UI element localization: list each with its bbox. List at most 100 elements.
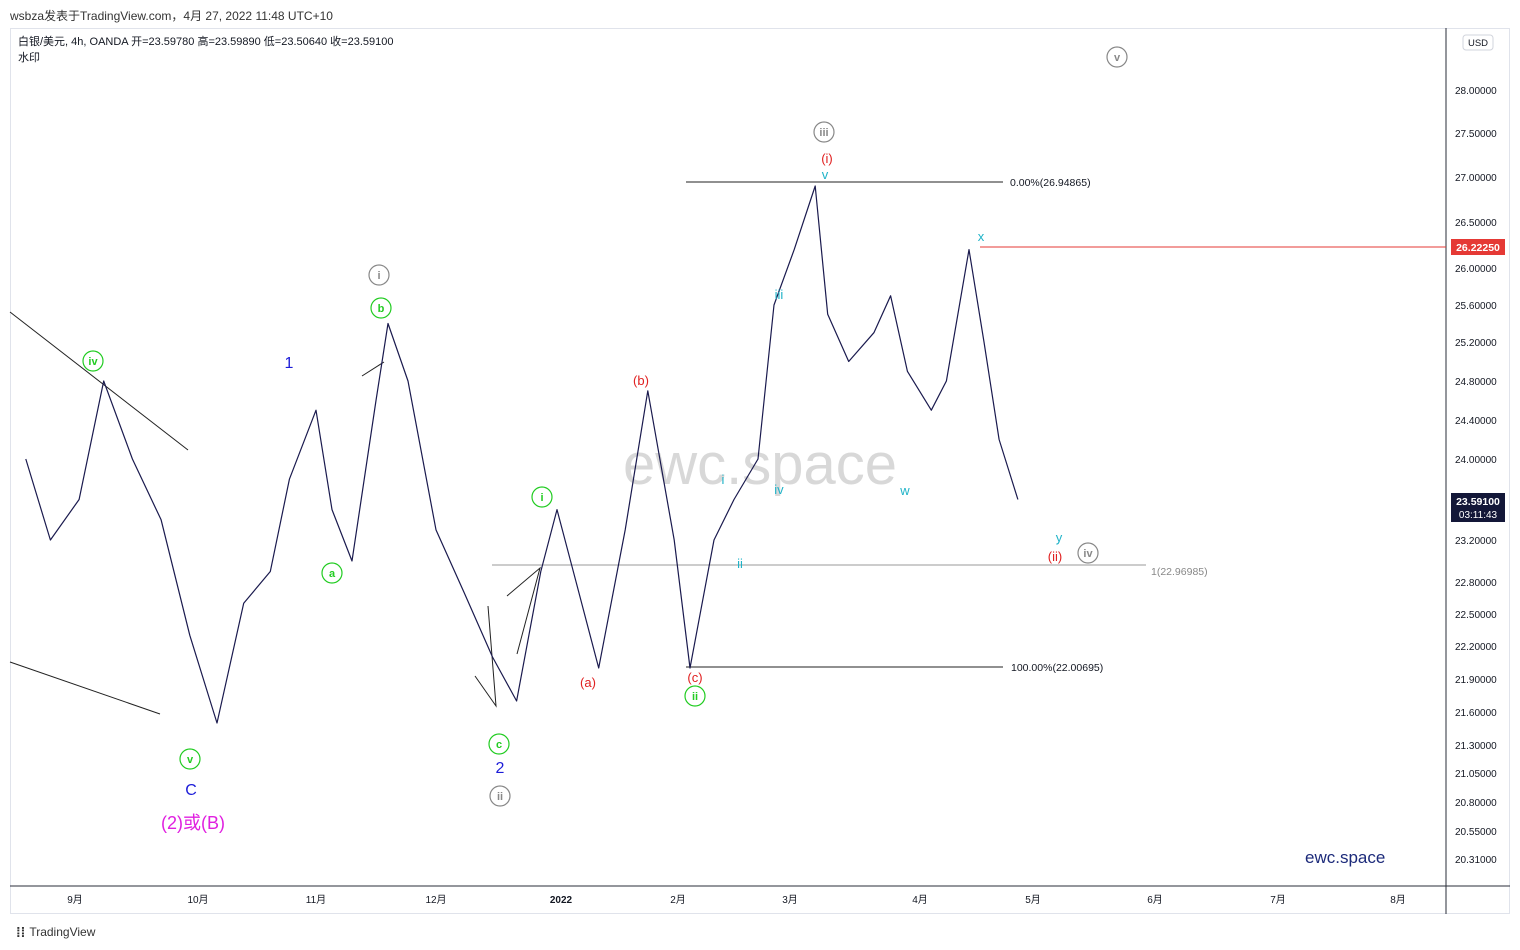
ending-diagonal-left[interactable] [474,605,497,708]
tradingview-logo-icon: ⁞⁞ [16,924,26,940]
resistance-price-tag: 26.22250 [1451,239,1505,255]
wave-label[interactable]: i [368,264,390,286]
symbol-line: 白银/美元, 4h, OANDA 开=23.59780 高=23.59890 低… [18,36,394,48]
wave-label-text: 1 [285,355,294,372]
wave-label-text: i [377,270,380,282]
y-tick-label: 21.90000 [1455,675,1497,686]
wave-label[interactable]: iii [813,121,835,143]
wave-label-text: C [185,782,197,799]
wave-label-text: (i) [821,151,833,166]
wedge-b-lower[interactable] [361,361,385,377]
y-tick-label: 23.20000 [1455,536,1497,547]
wave-label-text: y [1056,530,1063,545]
chart-frame[interactable] [10,28,1510,914]
wave-label-text: (ii) [1048,549,1062,564]
wave-labels: ivvC(2)或(B)1abiic2ii(a)(b)(c)iiiiiiiiivv… [82,46,1128,833]
wave-label[interactable]: (ii) [1048,549,1062,564]
wave-label[interactable]: b [370,297,392,319]
wave-label[interactable]: iv [774,482,784,497]
wave-label-text: iii [775,287,784,302]
wave-label-text: ii [692,691,698,703]
fib-label-100: 100.00%(22.00695) [1011,662,1103,674]
wave-label[interactable]: (b) [633,373,649,388]
y-tick-label: 21.60000 [1455,708,1497,719]
wave-label[interactable]: 1 [285,355,294,372]
current-price-tag: 23.59100 03:11:43 [1451,493,1505,522]
y-tick-label: 26.00000 [1455,264,1497,275]
y-tick-label: 24.00000 [1455,455,1497,466]
wave-label-text: c [496,739,502,751]
wave-label[interactable]: y [1056,530,1063,545]
y-tick-label: 28.00000 [1455,86,1497,97]
x-tick-label: 2月 [670,894,686,906]
wave-label[interactable]: w [899,483,910,498]
wave-label-text: 2 [496,760,505,777]
y-tick-label: 20.31000 [1455,855,1497,866]
wave-label[interactable]: a [321,562,343,584]
wave-label[interactable]: v [822,167,829,182]
y-tick-label: 24.80000 [1455,377,1497,388]
wave-label[interactable]: (2)或(B) [161,813,225,833]
wave-label[interactable]: 2 [496,760,505,777]
wave-label[interactable]: C [185,782,197,799]
wave-label-circle [488,733,510,755]
wave-label-circle [368,264,390,286]
wave-label-circle [370,297,392,319]
fib-label-1: 1(22.96985) [1151,566,1208,578]
wave-label[interactable]: i [722,472,725,487]
wave-label-circle [179,748,201,770]
wave-label-text: a [329,568,336,580]
price-axis[interactable]: 28.00000 27.50000 27.00000 26.50000 26.00000… [1455,86,1497,866]
wave-label[interactable]: (i) [821,151,833,166]
y-tick-label: 20.55000 [1455,827,1497,838]
wave-label[interactable]: x [978,229,985,244]
x-tick-label: 9月 [67,894,83,906]
x-tick-label: 12月 [425,894,446,906]
wave-label[interactable]: c [488,733,510,755]
wave-label-text: (b) [633,373,649,388]
wave-label-text: v [1114,52,1121,64]
wave-label[interactable]: iv [1077,542,1099,564]
time-axis[interactable]: 9月 10月 11月 12月 2022 2月 3月 4月 5月 6月 7月 8月 [67,894,1406,906]
wave-label-text: b [378,303,385,315]
wave-label-circle [531,486,553,508]
wave-label-text: v [822,167,829,182]
x-tick-label: 4月 [912,894,928,906]
wave-label[interactable]: v [179,748,201,770]
y-tick-label: 24.40000 [1455,416,1497,427]
wave-label[interactable]: v [1106,46,1128,68]
wave-label-text: (a) [580,675,596,690]
ending-diagonal-right[interactable] [506,566,541,655]
wave-label-circle [813,121,835,143]
currency-label: USD [1468,38,1488,49]
wave-label-circle [1077,542,1099,564]
wave-label-text: iii [819,127,828,139]
footer[interactable]: ⁞⁞ TradingView [16,924,95,940]
currency-button[interactable]: USD [1462,34,1494,51]
wave-label[interactable]: iii [775,287,784,302]
x-tick-label: 5月 [1025,894,1041,906]
wave-label-text: i [722,472,725,487]
upper-channel-line[interactable] [9,311,189,451]
wave-label[interactable]: ii [684,685,706,707]
wave-label[interactable]: ii [737,556,743,571]
trendline-drawings[interactable] [9,311,541,715]
chart-legend[interactable]: 白银/美元, 4h, OANDA 开=23.59780 高=23.59890 低… [18,34,393,66]
wave-label[interactable]: ii [489,785,511,807]
price-series-line [25,185,1019,724]
bar-countdown-text: 03:11:43 [1459,510,1498,521]
wave-label[interactable]: i [531,486,553,508]
current-price-text: 23.59100 [1456,496,1500,508]
wave-label[interactable]: iv [82,350,104,372]
x-tick-label: 2022 [550,895,573,906]
wave-label[interactable]: (c) [687,670,702,685]
wave-label-text: x [978,229,985,244]
watermark-indicator[interactable]: 水印 [18,52,40,64]
x-tick-label: 7月 [1270,894,1286,906]
wave-label-text: w [899,483,910,498]
lower-channel-line[interactable] [9,661,161,715]
x-tick-label: 6月 [1147,894,1163,906]
wave-label[interactable]: (a) [580,675,596,690]
wave-label-text: v [187,754,194,766]
